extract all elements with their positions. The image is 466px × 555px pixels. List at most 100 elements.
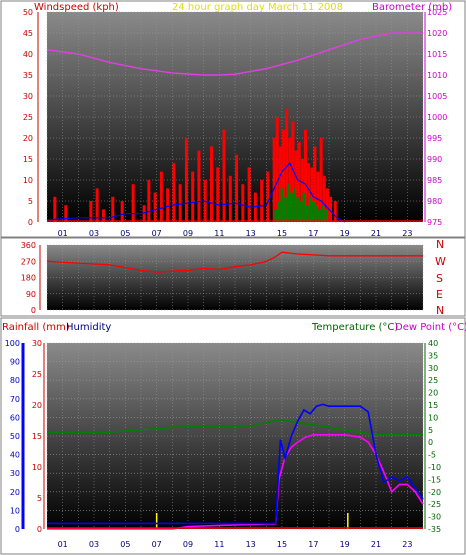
- barometer-tick-label: 1020: [427, 29, 447, 38]
- rainfall-tick-label: 0: [37, 525, 42, 534]
- wind-bar: [313, 146, 317, 222]
- wind-bar: [282, 129, 286, 222]
- wind-bar: [131, 184, 135, 222]
- barometer-tick-label: 985: [427, 176, 442, 185]
- direction-tick-label: 360: [21, 241, 36, 250]
- wind-bar: [89, 201, 93, 222]
- temperature-tick-label: -20: [428, 488, 441, 497]
- direction-tick-label: 180: [21, 274, 36, 283]
- temperature-tick-label: 30: [428, 364, 438, 373]
- hour-tick-label: 15: [277, 540, 287, 549]
- temperature-tick-label: -5: [428, 451, 436, 460]
- temperature-tick-label: 10: [428, 413, 438, 422]
- wind-bar: [299, 201, 303, 222]
- windspeed-tick-label: 10: [23, 176, 33, 185]
- series-line: [46, 32, 423, 76]
- wind-bar: [260, 180, 264, 222]
- barometer-tick-label: 995: [427, 134, 442, 143]
- temperature-tick-label: -30: [428, 513, 441, 522]
- wind-bar: [274, 209, 278, 222]
- wind-direction-line: [46, 251, 423, 273]
- wind-bar: [319, 138, 323, 222]
- humidity-tick-label: 40: [10, 451, 20, 460]
- windspeed-tick-label: 40: [23, 50, 33, 59]
- wind-bar: [329, 196, 333, 222]
- humidity-tick-label: 60: [10, 413, 20, 422]
- wind-bar: [53, 196, 57, 222]
- hour-tick-label: 23: [402, 229, 412, 238]
- wind-bar: [247, 167, 251, 222]
- temperature-tick-label: -10: [428, 463, 441, 472]
- hour-tick-label: 05: [120, 540, 130, 549]
- rainfall-tick-label: 30: [32, 339, 42, 348]
- series-line: [47, 403, 424, 525]
- windspeed-tick-label: 50: [23, 8, 33, 17]
- hour-tick-label: 03: [89, 540, 99, 549]
- temperature-tick-label: -15: [428, 475, 441, 484]
- barometer-tick-label: 980: [427, 197, 442, 206]
- wind-bar: [228, 175, 232, 222]
- rainfall-tick-label: 10: [32, 463, 42, 472]
- compass-label-e: E: [436, 288, 443, 301]
- hour-tick-label: 13: [246, 229, 256, 238]
- hour-tick-label: 17: [308, 229, 318, 238]
- wind-bar: [191, 171, 195, 222]
- wind-bar: [307, 163, 311, 222]
- wind-bar: [266, 171, 270, 222]
- wind-bar: [159, 171, 163, 222]
- barometer-axis-title: Barometer (mb): [372, 2, 452, 13]
- hour-tick-label: 19: [340, 540, 350, 549]
- temperature-tick-label: 20: [428, 389, 438, 398]
- hour-tick-label: 07: [152, 229, 162, 238]
- humidity-tick-label: 90: [10, 358, 20, 367]
- wind-bar: [291, 121, 295, 222]
- wind-bar: [222, 129, 226, 222]
- wind-bar: [120, 201, 124, 222]
- wind-bar: [184, 138, 188, 222]
- temperature-tick-label: -35: [428, 525, 441, 534]
- humidity-tick-label: 0: [15, 525, 20, 534]
- hour-tick-label: 11: [214, 540, 224, 549]
- direction-tick-label: 270: [21, 257, 36, 266]
- wind-bar: [278, 146, 282, 222]
- humidity-tick-label: 30: [10, 469, 20, 478]
- compass-label-n-bottom: N: [436, 304, 444, 317]
- humidity-tick-label: 80: [10, 376, 20, 385]
- hour-tick-label: 17: [308, 540, 318, 549]
- temperature-tick-label: 5: [428, 426, 433, 435]
- barometer-tick-label: 1025: [427, 8, 447, 17]
- wind-bar: [314, 205, 318, 222]
- windspeed-tick-label: 5: [28, 197, 33, 206]
- hour-tick-label: 21: [371, 229, 381, 238]
- temperature-tick-label: 40: [428, 339, 438, 348]
- humidity-tick-label: 70: [10, 395, 20, 404]
- wind-bar: [308, 196, 312, 222]
- hour-tick-label: 01: [58, 229, 68, 238]
- rainfall-tick-label: 25: [32, 370, 42, 379]
- windspeed-tick-label: 15: [23, 155, 33, 164]
- windspeed-tick-label: 0: [28, 218, 33, 227]
- wind-bar: [95, 188, 99, 222]
- humidity-tick-label: 20: [10, 488, 20, 497]
- wind-bar: [302, 192, 306, 222]
- wind-bar: [293, 188, 297, 222]
- temperature-tick-label: 25: [428, 376, 438, 385]
- hour-tick-label: 03: [89, 229, 99, 238]
- hour-tick-label: 21: [371, 540, 381, 549]
- wind-bar: [300, 159, 304, 222]
- temperature-axis-title: Temperature (°C): [311, 322, 398, 333]
- hour-tick-label: 13: [246, 540, 256, 549]
- wind-bar: [166, 188, 170, 222]
- wind-bar: [277, 201, 281, 222]
- compass-label-n-top: N: [436, 238, 444, 251]
- windspeed-tick-label: 20: [23, 134, 33, 143]
- hour-tick-label: 07: [152, 540, 162, 549]
- windspeed-tick-label: 25: [23, 113, 33, 122]
- wind-bar: [285, 108, 289, 222]
- wind-bar: [283, 196, 287, 222]
- series-line: [46, 162, 345, 223]
- wind-bar: [322, 175, 326, 222]
- compass-label-s: S: [436, 272, 443, 285]
- chart-title: 24 hour graph day March 11 2008: [172, 2, 343, 13]
